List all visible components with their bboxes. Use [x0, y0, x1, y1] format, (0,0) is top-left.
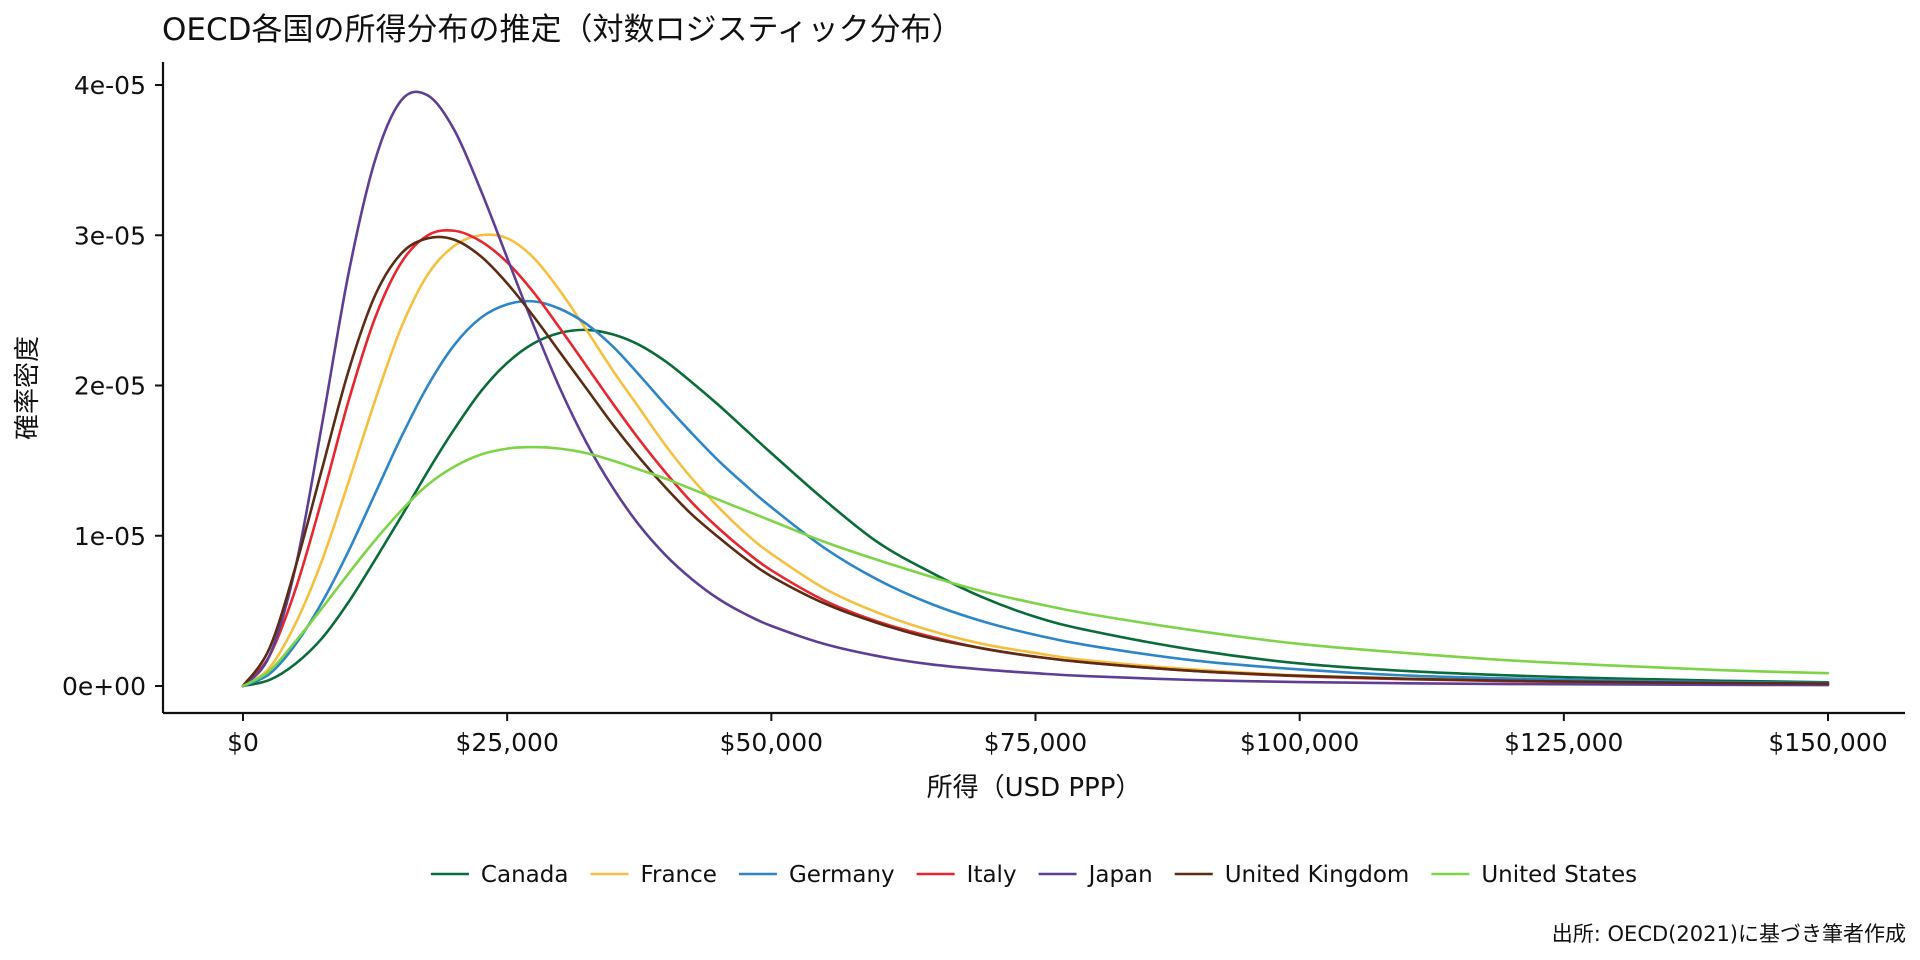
y-tick-label: 2e-05 — [74, 372, 146, 401]
y-tick-label: 3e-05 — [74, 221, 146, 250]
x-tick-label: $0 — [227, 728, 259, 757]
series-line-germany — [241, 299, 1830, 688]
y-tick-label: 1e-05 — [74, 522, 146, 551]
x-tick-label: $125,000 — [1504, 728, 1623, 757]
y-axis-title: 確率密度 — [13, 336, 43, 440]
legend-label: United States — [1481, 862, 1637, 888]
legend-label: Japan — [1087, 862, 1153, 888]
legend-label: Germany — [789, 862, 895, 888]
series-layer — [241, 90, 1830, 688]
legend-label: Italy — [967, 862, 1017, 888]
series-line-france — [241, 233, 1830, 688]
legend-label: Canada — [481, 862, 569, 888]
y-tick-label: 0e+00 — [62, 672, 146, 701]
plot-area: 0e+00 1e-05 2e-05 3e-05 4e-05 $0 $25,000 $50,0… — [62, 62, 1905, 757]
x-tick-label: $25,000 — [455, 728, 558, 757]
series-line-united-kingdom — [241, 235, 1830, 688]
x-axis-ticks: $0 $25,000 $50,000 $75,000 $100,000 $125,000 $… — [227, 713, 1888, 757]
x-tick-label: $50,000 — [720, 728, 823, 757]
legend-label: United Kingdom — [1225, 862, 1410, 888]
x-axis-title: 所得（USD PPP） — [927, 773, 1142, 803]
y-tick-label: 4e-05 — [74, 71, 146, 100]
series-line-united-states — [241, 445, 1830, 688]
x-tick-label: $150,000 — [1768, 728, 1887, 757]
y-axis-ticks: 0e+00 1e-05 2e-05 3e-05 4e-05 — [62, 71, 163, 701]
chart-title: OECD各国の所得分布の推定（対数ロジスティック分布） — [162, 12, 963, 48]
x-tick-label: $100,000 — [1240, 728, 1359, 757]
legend: Canada France Germany Italy Japan United King… — [430, 862, 1637, 888]
series-line-japan — [241, 90, 1830, 688]
source-caption: 出所: OECD(2021)に基づき筆者作成 — [1552, 922, 1906, 946]
x-tick-label: $75,000 — [984, 728, 1087, 757]
legend-label: France — [640, 862, 716, 888]
series-line-canada — [241, 328, 1830, 688]
